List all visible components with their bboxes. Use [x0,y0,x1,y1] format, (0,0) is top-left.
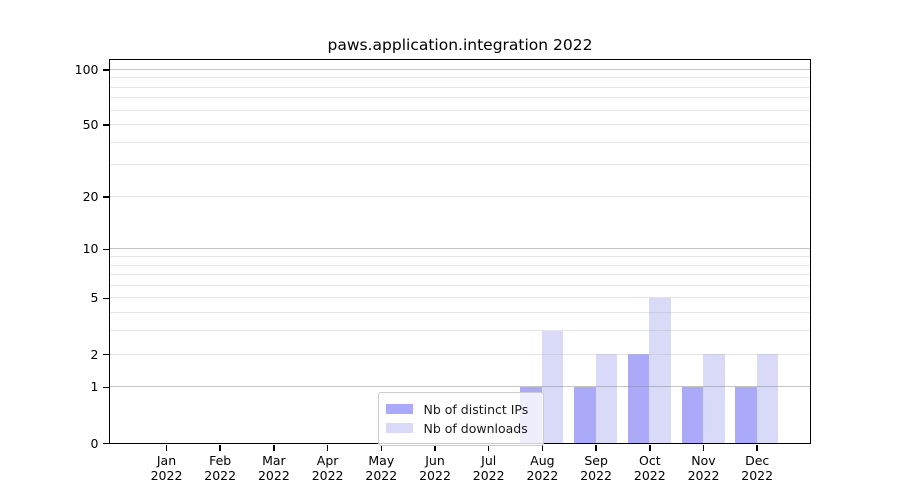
y-tick-100 [102,69,109,71]
bar-oct-s1 [649,297,671,443]
gridline-y-90 [109,77,810,79]
gridline-y-20 [109,195,810,197]
gridline-y-1 [109,386,810,388]
legend-swatch-downloads [385,423,413,433]
y-tick-label-20: 20 [82,188,99,204]
x-tick-jun [434,445,436,451]
y-tick-label-2: 2 [90,346,99,362]
x-tick-dec [756,445,758,451]
legend: Nb of distinct IPs Nb of downloads [377,391,544,446]
y-tick-label-10: 10 [82,241,99,257]
gridline-y-50 [109,124,810,126]
bar-nov-s0 [681,386,703,443]
x-tick-label-feb: Feb 2022 [204,452,237,484]
gridline-y-100 [109,68,810,70]
y-tick-50 [102,124,109,126]
legend-item-downloads: Nb of downloads [385,419,535,438]
bar-dec-s0 [735,386,757,443]
x-tick-label-jun: Jun 2022 [419,452,451,484]
x-tick-label-nov: Nov 2022 [687,452,720,484]
gridline-y-3 [109,330,810,332]
x-tick-label-jan: Jan 2022 [150,452,183,484]
y-tick-2 [102,353,109,356]
y-tick-1 [102,386,109,389]
legend-item-distinct-ips: Nb of distinct IPs [385,400,535,419]
gridline-y-7 [109,274,810,276]
bar-dec-s1 [756,354,779,443]
gridline-y-2 [109,353,810,355]
x-tick-label-mar: Mar 2022 [257,452,290,484]
gridline-y-60 [109,109,810,111]
bar-nov-s1 [703,354,725,443]
x-tick-jul [487,445,490,451]
gridline-y-80 [109,86,810,88]
gridline-y-4 [109,312,810,314]
x-tick-jan [165,445,168,451]
gridline-y-6 [109,284,810,286]
chart-title: paws.application.integration 2022 [327,36,593,54]
x-tick-may [380,445,383,451]
x-tick-label-oct: Oct 2022 [633,452,666,484]
bar-sep-s0 [574,386,596,443]
y-tick-label-5: 5 [90,290,99,306]
x-tick-oct [649,445,651,451]
bar-oct-s0 [627,354,650,443]
plot-area: Nb of distinct IPs Nb of downloads [108,58,811,446]
y-tick-20 [102,196,109,198]
gridline-y-9 [109,256,810,258]
x-tick-aug [541,445,544,451]
y-tick-label-100: 100 [74,61,99,77]
x-tick-label-may: May 2022 [365,452,398,484]
legend-label-downloads: Nb of downloads [423,420,528,436]
x-tick-feb [219,445,221,451]
x-tick-label-aug: Aug 2022 [526,452,559,484]
y-tick-label-0: 0 [90,435,99,451]
x-tick-nov [702,445,705,451]
y-tick-5 [102,297,109,300]
legend-label-distinct-ips: Nb of distinct IPs [423,401,529,417]
x-tick-mar [273,445,275,451]
y-tick-0 [102,442,109,445]
gridline-y-8 [109,264,810,266]
y-tick-label-1: 1 [90,379,99,395]
gridline-y-70 [109,97,810,99]
x-tick-label-dec: Dec 2022 [741,452,774,484]
x-tick-label-sep: Sep 2022 [580,452,612,484]
gridline-y-10 [109,248,810,250]
gridline-y-30 [109,164,810,166]
x-tick-apr [326,445,329,451]
y-tick-10 [102,248,109,251]
bar-sep-s1 [595,354,618,443]
x-tick-label-apr: Apr 2022 [311,452,344,484]
gridline-y-40 [109,141,810,143]
y-tick-label-50: 50 [82,117,99,133]
x-tick-sep [595,445,597,451]
legend-swatch-distinct-ips [385,404,413,414]
x-tick-label-jul: Jul 2022 [472,452,505,484]
gridline-y-5 [109,297,810,299]
